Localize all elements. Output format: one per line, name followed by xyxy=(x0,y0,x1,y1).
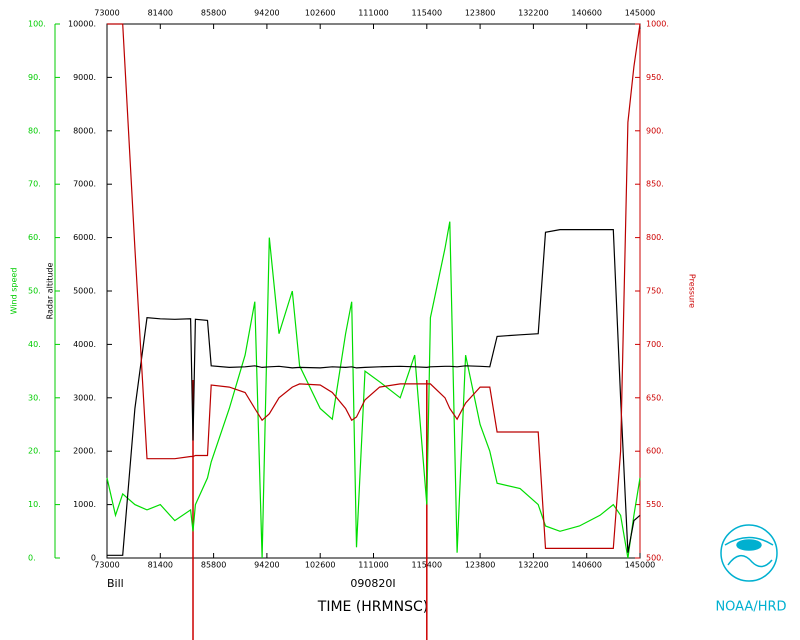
x-tick-label: 145000 xyxy=(625,561,656,570)
y3-tick-label: 850. xyxy=(646,180,664,189)
y3-tick-label: 750. xyxy=(646,287,664,296)
y3-tick-label: 600. xyxy=(646,447,664,456)
y-tick-label: 30. xyxy=(28,393,41,402)
x-tick-label-top: 145000 xyxy=(625,9,656,18)
x-tick-label-top: 123800 xyxy=(465,9,496,18)
flight-id: 090820I xyxy=(350,577,395,590)
y2-tick-label: 5000. xyxy=(73,287,96,296)
x-axis-title: TIME (HRMNSC) xyxy=(317,599,428,615)
y-tick-label: 10. xyxy=(28,500,41,509)
y2-tick-label: 1000. xyxy=(73,500,96,509)
x-tick-label-top: 132200 xyxy=(518,9,549,18)
series-line xyxy=(107,229,641,556)
y3-tick-label: 700. xyxy=(646,340,664,349)
x-tick-label: 102600 xyxy=(305,561,336,570)
x-tick-label-top: 94200 xyxy=(254,9,279,18)
y-axis-title: Wind speed xyxy=(10,268,19,315)
series-line xyxy=(107,23,641,549)
x-tick-label-top: 73000 xyxy=(94,9,119,18)
y2-tick-label: 4000. xyxy=(73,340,96,349)
y2-tick-label: 3000. xyxy=(73,393,96,402)
y2-tick-label: 9000. xyxy=(73,73,96,82)
y3-tick-label: 500. xyxy=(646,554,664,563)
storm-name: Bill xyxy=(107,577,124,590)
y3-tick-label: 950. xyxy=(646,73,664,82)
y3-tick-label: 650. xyxy=(646,393,664,402)
y2-tick-label: 6000. xyxy=(73,233,96,242)
x-tick-label-top: 111000 xyxy=(358,9,389,18)
x-tick-label: 123800 xyxy=(465,561,496,570)
credit: NOAA/HRD xyxy=(715,600,786,615)
y2-tick-label: 7000. xyxy=(73,180,96,189)
y-tick-label: 90. xyxy=(28,73,41,82)
y-tick-label: 100. xyxy=(28,20,46,29)
y2-tick-label: 8000. xyxy=(73,126,96,135)
y-tick-label: 20. xyxy=(28,447,41,456)
y-tick-label: 0. xyxy=(28,554,36,563)
y-tick-label: 80. xyxy=(28,126,41,135)
y2-tick-label: 0 xyxy=(91,554,96,563)
x-tick-label: 81400 xyxy=(148,561,173,570)
y-tick-label: 60. xyxy=(28,233,41,242)
series-line xyxy=(106,221,641,559)
y3-tick-label: 900. xyxy=(646,126,664,135)
x-tick-label: 111000 xyxy=(358,561,389,570)
y3-tick-label: 800. xyxy=(646,233,664,242)
y2-tick-label: 2000. xyxy=(73,447,96,456)
x-tick-label-top: 115400 xyxy=(412,9,443,18)
x-tick-label: 94200 xyxy=(254,561,279,570)
x-tick-label: 85800 xyxy=(201,561,226,570)
y-tick-label: 70. xyxy=(28,180,41,189)
y3-tick-label: 550. xyxy=(646,500,664,509)
y2-axis-title: Radar altitude xyxy=(46,263,55,320)
x-tick-label-top: 140600 xyxy=(571,9,602,18)
y3-axis-title: Pressure xyxy=(688,274,697,308)
x-tick-label-top: 85800 xyxy=(201,9,226,18)
x-tick-label-top: 102600 xyxy=(305,9,336,18)
x-tick-label-top: 81400 xyxy=(148,9,173,18)
y-tick-label: 50. xyxy=(28,287,41,296)
y2-tick-label: 10000. xyxy=(68,20,96,29)
x-tick-label: 140600 xyxy=(571,561,602,570)
y3-tick-label: 1000. xyxy=(646,20,669,29)
x-tick-label: 132200 xyxy=(518,561,549,570)
x-tick-label: 73000 xyxy=(94,561,119,570)
y-tick-label: 40. xyxy=(28,340,41,349)
noaa-logo xyxy=(720,524,778,582)
